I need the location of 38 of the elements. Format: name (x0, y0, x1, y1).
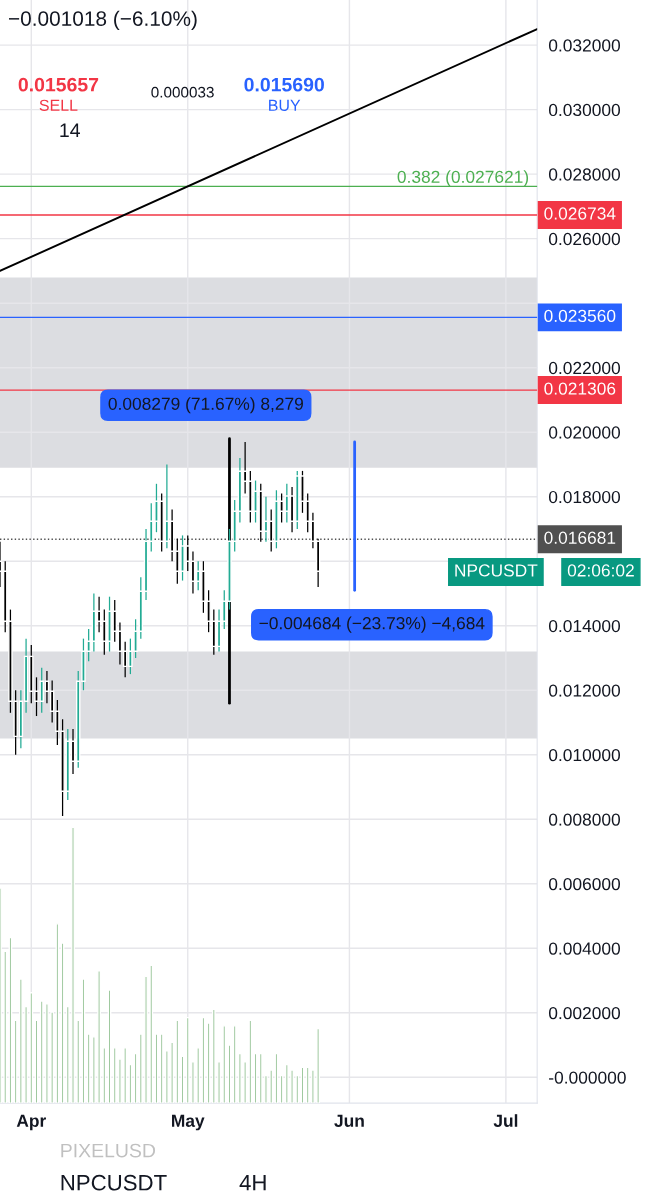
y-tick-label: -0.000000 (549, 1071, 626, 1084)
annotation: 0.015690 (244, 77, 324, 92)
annotation: NPCUSDT (455, 564, 538, 577)
ref-line-label: 0.026734 (544, 207, 616, 220)
annotation: 0.000033 (151, 86, 214, 98)
annotation: 14 (60, 123, 80, 137)
annotation: 0.008279 (71.67%) 8,279 (108, 397, 303, 414)
text: NPCUSDT (61, 1174, 167, 1191)
x-tick-label: May (172, 1114, 205, 1131)
ref-line-label: 0.382 (0.027621) (397, 170, 529, 187)
y-tick-label: 0.022000 (548, 361, 621, 375)
y-tick-label: 0.010000 (548, 748, 621, 762)
y-tick-label: 0.020000 (548, 426, 621, 439)
annotation: −0.001018 (−6.10%) (9, 10, 197, 31)
text: 4H (239, 1175, 266, 1191)
y-tick-label: 0.004000 (548, 942, 621, 955)
y-tick-label: 0.012000 (548, 684, 621, 697)
x-tick-label: Jun (334, 1114, 364, 1127)
annotation: SELL (39, 99, 78, 111)
ref-line-label: 0.016681 (544, 531, 616, 544)
y-tick-label: 0.006000 (548, 877, 621, 891)
ref-line-label: 0.023560 (544, 309, 616, 323)
annotation: 0.015657 (18, 77, 99, 92)
y-tick-label: 0.008000 (548, 813, 621, 826)
text: PIXELUSD (61, 1143, 156, 1158)
y-tick-label: 0.018000 (548, 490, 621, 504)
text: 02:06:02 (567, 564, 634, 577)
y-tick-label: 0.028000 (548, 168, 621, 181)
annotation: BUY (269, 99, 301, 111)
y-tick-label: 0.026000 (548, 232, 621, 246)
y-tick-label: 0.032000 (548, 39, 621, 52)
x-tick-label: Apr (16, 1114, 46, 1131)
x-tick-label: Jul (493, 1114, 518, 1127)
y-tick-label: 0.014000 (548, 619, 621, 633)
y-tick-label: 0.002000 (548, 1006, 621, 1020)
y-tick-label: 0.030000 (548, 103, 621, 117)
ref-line-label: 0.021306 (544, 382, 616, 395)
annotation: −0.004684 (−23.73%) −4,684 (259, 616, 485, 633)
